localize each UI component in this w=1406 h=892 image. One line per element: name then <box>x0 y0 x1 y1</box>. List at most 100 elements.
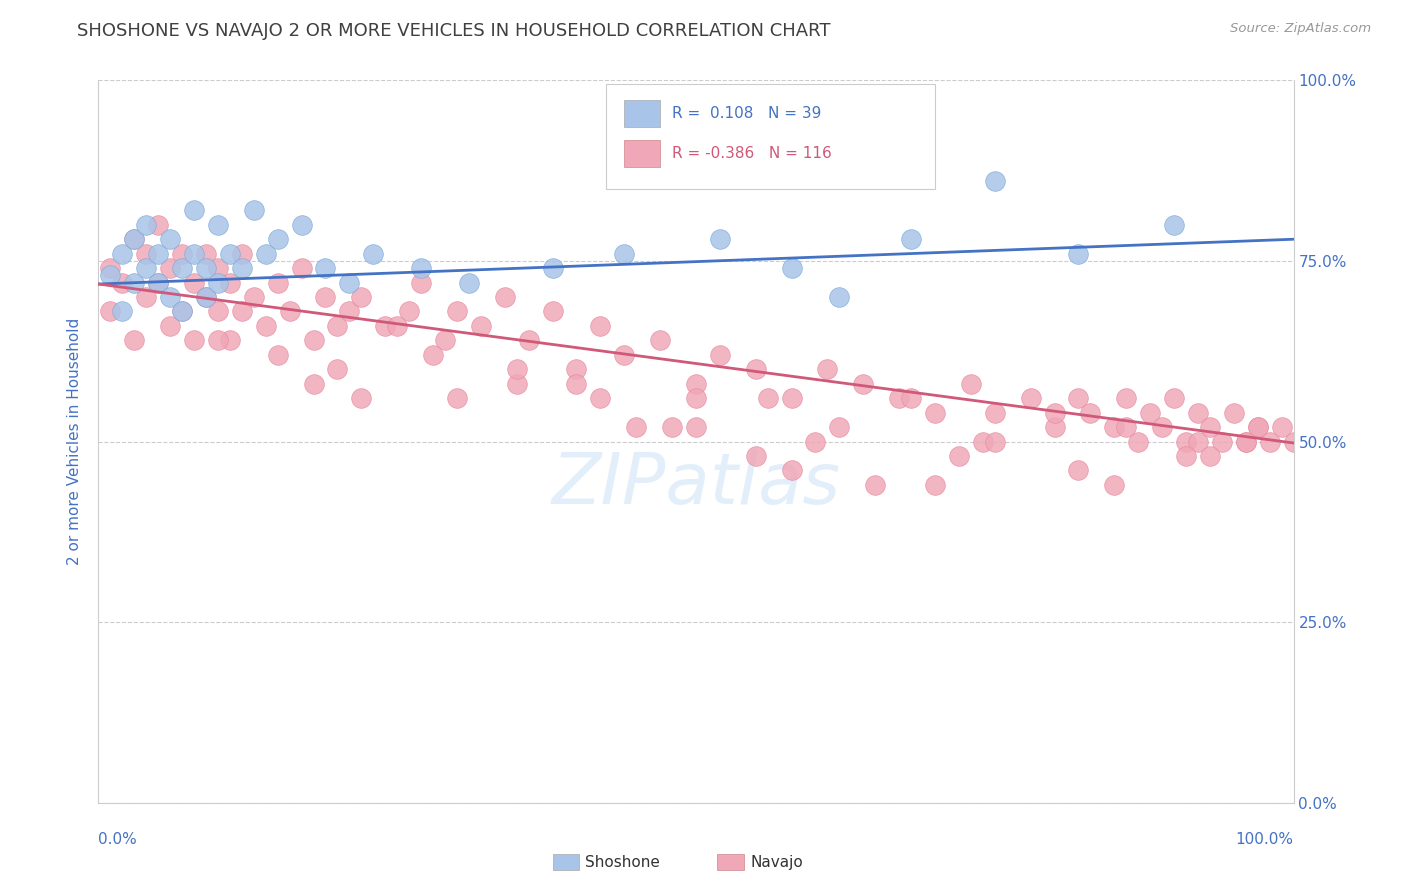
Point <box>291 218 314 232</box>
Point <box>434 334 457 348</box>
Point <box>172 304 194 318</box>
Text: R = -0.386   N = 116: R = -0.386 N = 116 <box>672 145 832 161</box>
Point <box>1152 420 1174 434</box>
Point <box>124 334 146 348</box>
Point <box>924 478 946 492</box>
Point <box>363 246 385 260</box>
Point <box>135 218 157 232</box>
Point <box>745 449 768 463</box>
Point <box>517 334 540 348</box>
Point <box>458 276 481 290</box>
Point <box>626 420 648 434</box>
Text: Source: ZipAtlas.com: Source: ZipAtlas.com <box>1230 22 1371 36</box>
Point <box>1234 434 1257 449</box>
Point <box>124 232 146 246</box>
Point <box>541 304 564 318</box>
Point <box>195 261 218 276</box>
Point <box>1067 463 1090 477</box>
Point <box>267 276 290 290</box>
Text: Shoshone: Shoshone <box>585 855 659 870</box>
Point <box>1271 420 1294 434</box>
Point <box>207 276 229 290</box>
Point <box>948 449 970 463</box>
Point <box>254 318 277 333</box>
Point <box>1211 434 1233 449</box>
Point <box>1258 434 1281 449</box>
Point <box>339 304 361 318</box>
Point <box>195 290 218 304</box>
Point <box>159 232 181 246</box>
Text: R =  0.108   N = 39: R = 0.108 N = 39 <box>672 106 821 121</box>
Point <box>411 261 433 276</box>
Point <box>159 261 181 276</box>
Point <box>1187 406 1209 420</box>
Point <box>780 261 803 276</box>
Point <box>219 246 242 260</box>
Point <box>183 246 205 260</box>
Point <box>1067 246 1090 260</box>
Point <box>709 348 731 362</box>
Point <box>98 261 122 276</box>
Point <box>195 290 218 304</box>
Point <box>207 261 229 276</box>
Point <box>1043 420 1066 434</box>
Point <box>135 261 157 276</box>
Point <box>984 434 1007 449</box>
Point <box>494 290 516 304</box>
Point <box>1043 406 1066 420</box>
Point <box>780 391 803 405</box>
Point <box>589 318 612 333</box>
Point <box>159 290 181 304</box>
FancyBboxPatch shape <box>553 855 579 870</box>
Point <box>385 318 409 333</box>
Point <box>350 290 373 304</box>
Point <box>219 276 242 290</box>
Point <box>207 334 229 348</box>
Point <box>924 406 946 420</box>
Point <box>231 261 253 276</box>
Point <box>172 304 194 318</box>
Point <box>506 362 529 376</box>
Point <box>446 304 468 318</box>
Point <box>326 362 349 376</box>
Point <box>398 304 420 318</box>
Point <box>243 203 266 218</box>
Point <box>745 362 768 376</box>
Point <box>506 376 529 391</box>
Point <box>1139 406 1161 420</box>
Point <box>243 290 266 304</box>
Point <box>411 276 433 290</box>
Point <box>900 391 922 405</box>
Point <box>124 232 146 246</box>
Point <box>1199 420 1222 434</box>
Point <box>852 376 875 391</box>
Point <box>159 318 181 333</box>
Point <box>1128 434 1150 449</box>
Point <box>1247 420 1270 434</box>
Point <box>231 304 253 318</box>
Text: 100.0%: 100.0% <box>1236 831 1294 847</box>
Point <box>172 261 194 276</box>
Text: SHOSHONE VS NAVAJO 2 OR MORE VEHICLES IN HOUSEHOLD CORRELATION CHART: SHOSHONE VS NAVAJO 2 OR MORE VEHICLES IN… <box>77 22 831 40</box>
Point <box>1282 434 1305 449</box>
Point <box>231 246 253 260</box>
Point <box>972 434 994 449</box>
Point <box>148 276 170 290</box>
Point <box>1234 434 1257 449</box>
Point <box>565 362 588 376</box>
Point <box>315 290 337 304</box>
Point <box>339 276 361 290</box>
Point <box>1187 434 1209 449</box>
Point <box>422 348 444 362</box>
Point <box>1223 406 1246 420</box>
Point <box>148 276 170 290</box>
Point <box>1104 478 1126 492</box>
Point <box>613 348 636 362</box>
Point <box>1104 420 1126 434</box>
Point <box>648 334 672 348</box>
Text: 0.0%: 0.0% <box>98 831 138 847</box>
FancyBboxPatch shape <box>624 139 661 167</box>
Point <box>470 318 492 333</box>
Point <box>219 334 242 348</box>
Point <box>195 246 218 260</box>
